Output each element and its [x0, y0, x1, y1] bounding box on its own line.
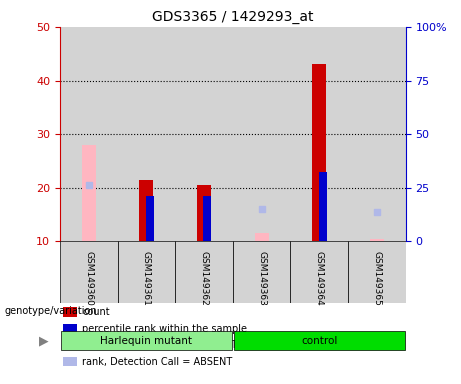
Text: value, Detection Call = ABSENT: value, Detection Call = ABSENT — [83, 340, 237, 350]
Bar — [175, 242, 233, 303]
Text: genotype/variation: genotype/variation — [5, 306, 97, 316]
Text: GSM149361: GSM149361 — [142, 251, 151, 306]
Text: GSM149364: GSM149364 — [315, 251, 324, 305]
Bar — [197, 185, 211, 242]
Text: GSM149362: GSM149362 — [200, 251, 208, 305]
Bar — [64, 357, 77, 366]
Text: ▶: ▶ — [39, 334, 49, 348]
Bar — [60, 242, 118, 303]
Text: GSM149365: GSM149365 — [372, 251, 381, 306]
Bar — [290, 27, 348, 242]
Text: Harlequin mutant: Harlequin mutant — [100, 336, 192, 346]
Text: count: count — [83, 307, 110, 317]
Bar — [118, 242, 175, 303]
Bar — [175, 27, 233, 242]
Text: GSM149360: GSM149360 — [84, 251, 93, 306]
Bar — [233, 242, 290, 303]
Text: control: control — [301, 336, 337, 346]
Bar — [319, 172, 327, 242]
Bar — [348, 242, 406, 303]
Bar — [290, 242, 348, 303]
Bar — [348, 27, 406, 242]
Bar — [370, 239, 384, 242]
Bar — [64, 324, 77, 333]
Bar — [139, 180, 153, 242]
Bar — [146, 196, 154, 242]
Title: GDS3365 / 1429293_at: GDS3365 / 1429293_at — [152, 10, 313, 25]
Bar — [60, 27, 118, 242]
Text: rank, Detection Call = ABSENT: rank, Detection Call = ABSENT — [83, 357, 233, 367]
Bar — [233, 27, 290, 242]
FancyBboxPatch shape — [234, 331, 405, 350]
Bar — [64, 341, 77, 350]
FancyBboxPatch shape — [61, 331, 231, 350]
Bar — [254, 233, 268, 242]
Text: GSM149363: GSM149363 — [257, 251, 266, 306]
Bar — [203, 196, 212, 242]
Bar — [118, 27, 175, 242]
Text: percentile rank within the sample: percentile rank within the sample — [83, 323, 248, 333]
Bar — [64, 307, 77, 316]
Bar — [312, 65, 326, 242]
Bar — [82, 145, 95, 242]
